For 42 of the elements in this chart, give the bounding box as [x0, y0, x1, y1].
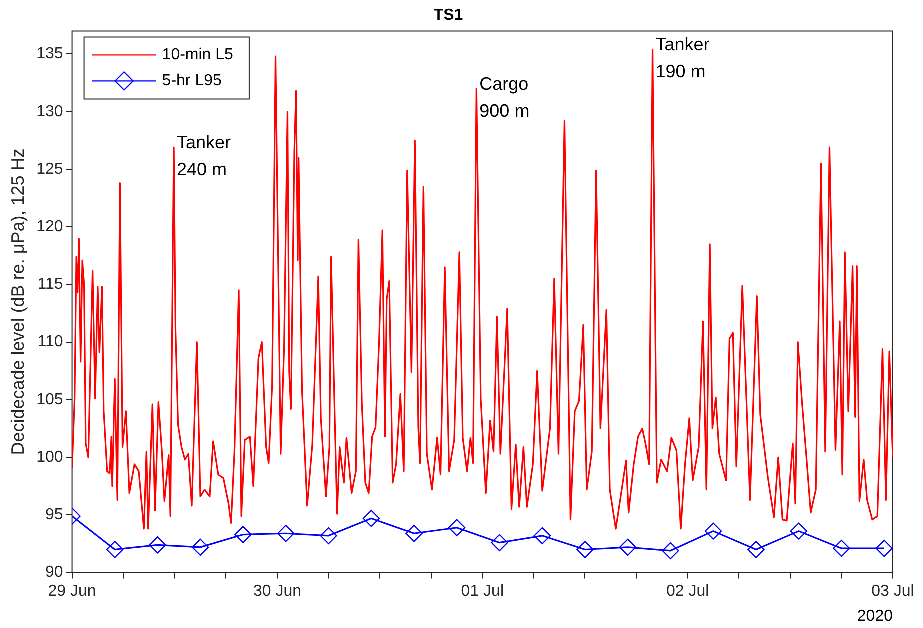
point [320, 527, 338, 545]
y-tick-label: 125 [36, 160, 64, 178]
x-tick-label: 02 Jul [666, 582, 710, 600]
x-tick-label: 03 Jul [872, 582, 914, 600]
y-tick-label: 115 [38, 276, 64, 294]
y-tick-label: 110 [38, 334, 64, 351]
point [192, 538, 210, 556]
y-tick-label: 95 [46, 506, 64, 524]
annotation: Tanker 190 m [656, 34, 710, 82]
point [662, 542, 680, 560]
chart-title: TS1 [434, 7, 464, 24]
y-axis-title: Decidecade level (dB re. μPa), 125 Hz [8, 148, 28, 456]
point [149, 536, 166, 554]
point [619, 538, 637, 556]
point [406, 525, 423, 542]
text: 2020 [857, 608, 894, 626]
legend-label: 5-hr L95 [162, 72, 222, 90]
legend-label: 10-min L5 [162, 46, 234, 64]
point [106, 541, 124, 558]
point [234, 526, 252, 544]
x-tick-label: 30 Jun [253, 582, 302, 600]
point [790, 522, 808, 540]
annotation: Cargo 900 m [480, 74, 530, 121]
y-tick-label: 105 [36, 391, 64, 408]
point [876, 540, 893, 558]
y-tick-label: 135 [36, 46, 64, 63]
annotation: Tanker 240 m [177, 132, 232, 180]
point [748, 541, 765, 558]
point [491, 534, 508, 552]
x-tick-label: 01 Jul [461, 582, 504, 600]
point [704, 522, 722, 540]
point [576, 541, 594, 558]
point [362, 510, 380, 528]
y-tick-label: 100 [36, 448, 64, 466]
x-tick-label: 29 Jun [48, 582, 96, 600]
point [448, 519, 466, 536]
point [277, 525, 295, 542]
point [833, 540, 850, 558]
y-tick-label: 120 [36, 218, 64, 236]
y-tick-label: 90 [46, 564, 64, 582]
y-tick-label: 130 [36, 103, 64, 120]
point [534, 527, 552, 545]
